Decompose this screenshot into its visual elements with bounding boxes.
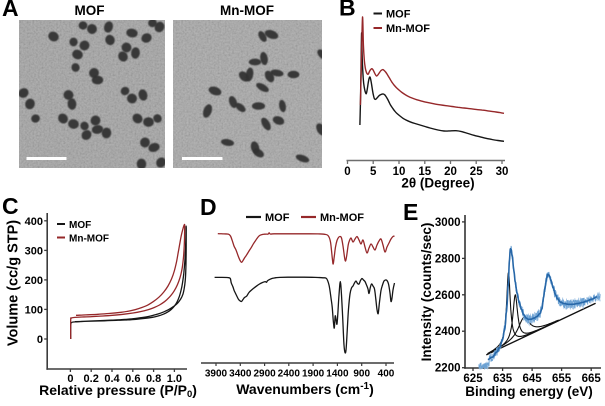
svg-text:1.0: 1.0: [167, 373, 182, 385]
svg-text:0: 0: [37, 334, 43, 346]
svg-text:20: 20: [444, 166, 457, 178]
svg-text:5: 5: [370, 166, 377, 178]
svg-text:2900: 2900: [253, 369, 276, 380]
svg-text:MOF: MOF: [265, 212, 290, 224]
svg-text:0.4: 0.4: [104, 373, 120, 385]
svg-text:2400: 2400: [278, 369, 301, 380]
svg-text:2600: 2600: [435, 290, 461, 302]
svg-text:2800: 2800: [435, 253, 461, 265]
svg-text:MOF: MOF: [386, 9, 411, 21]
svg-text:Wavenumbers (cm-1): Wavenumbers (cm-1): [236, 381, 374, 397]
svg-text:400: 400: [25, 216, 43, 228]
svg-text:Intensity (counts/sec): Intensity (counts/sec): [419, 223, 434, 362]
svg-text:C: C: [2, 193, 19, 219]
svg-text:A: A: [2, 0, 19, 21]
svg-text:900: 900: [353, 369, 370, 380]
svg-text:Mn-MOF: Mn-MOF: [220, 3, 274, 18]
svg-text:655: 655: [552, 373, 572, 385]
svg-text:100: 100: [25, 304, 43, 316]
svg-text:3000: 3000: [435, 217, 461, 229]
svg-text:Mn-MOF: Mn-MOF: [69, 233, 109, 244]
svg-text:1400: 1400: [326, 369, 349, 380]
svg-text:3400: 3400: [229, 369, 252, 380]
svg-text:2θ (Degree): 2θ (Degree): [401, 176, 474, 191]
svg-text:645: 645: [523, 373, 543, 385]
svg-text:10: 10: [393, 166, 406, 178]
svg-text:Volume (cc/g STP): Volume (cc/g STP): [5, 220, 21, 346]
svg-text:665: 665: [582, 373, 602, 385]
svg-text:0.6: 0.6: [125, 373, 140, 385]
svg-text:200: 200: [25, 275, 43, 287]
svg-text:E: E: [403, 199, 418, 225]
svg-text:Relative pressure (P/P0): Relative pressure (P/P0): [39, 382, 197, 400]
svg-text:Mn-MOF: Mn-MOF: [320, 212, 364, 224]
svg-text:2200: 2200: [435, 363, 461, 375]
svg-text:15: 15: [418, 166, 431, 178]
svg-text:MOF: MOF: [69, 220, 91, 231]
svg-text:0: 0: [344, 166, 350, 178]
svg-text:400: 400: [378, 369, 395, 380]
svg-text:25: 25: [470, 166, 483, 178]
svg-text:0.8: 0.8: [146, 373, 161, 385]
svg-text:625: 625: [463, 373, 483, 385]
svg-text:30: 30: [496, 166, 509, 178]
svg-text:1900: 1900: [302, 369, 325, 380]
svg-text:0.2: 0.2: [84, 373, 99, 385]
svg-text:2400: 2400: [435, 326, 461, 338]
svg-text:0: 0: [67, 373, 73, 385]
svg-text:MOF: MOF: [75, 3, 105, 18]
svg-text:Binding energy (eV): Binding energy (eV): [465, 384, 593, 399]
svg-text:B: B: [339, 0, 356, 21]
svg-text:300: 300: [25, 245, 43, 257]
svg-text:D: D: [200, 194, 217, 220]
svg-text:635: 635: [493, 373, 513, 385]
svg-text:Mn-MOF: Mn-MOF: [386, 23, 430, 35]
svg-text:3900: 3900: [205, 369, 228, 380]
